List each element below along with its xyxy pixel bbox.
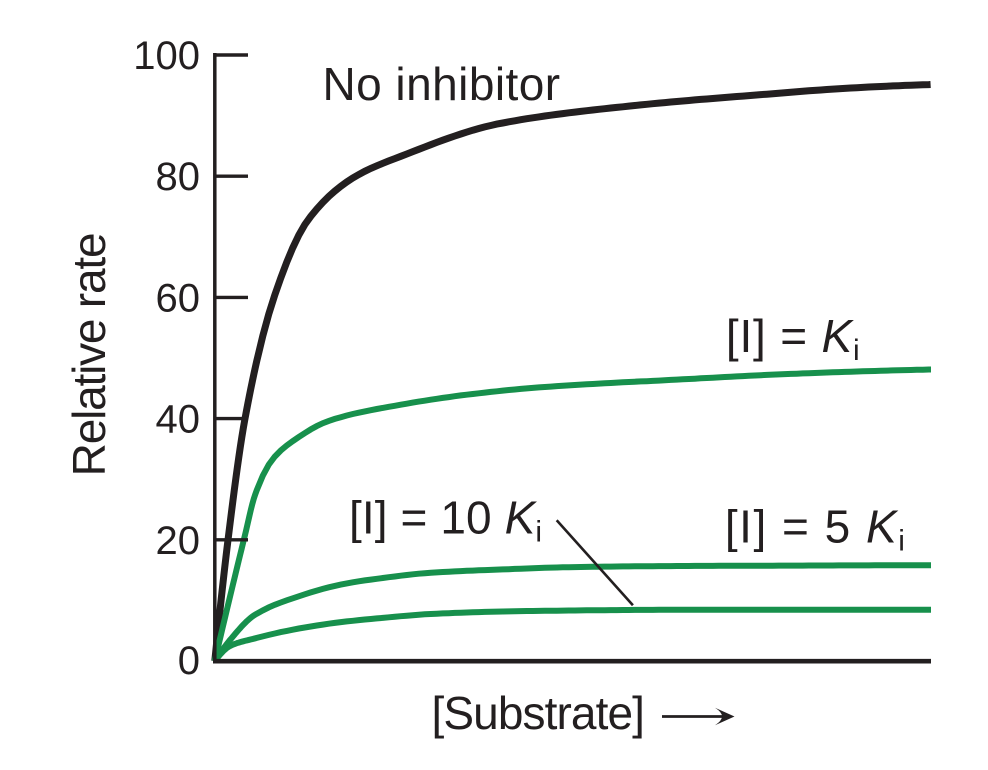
svg-text:100: 100 [133, 34, 200, 78]
svg-text:[I] = Ki: [I] = Ki [726, 310, 861, 367]
svg-text:Relative rate: Relative rate [63, 234, 115, 477]
svg-text:[Substrate]: [Substrate] [432, 687, 645, 739]
svg-text:0: 0 [178, 639, 200, 683]
svg-text:80: 80 [156, 155, 201, 199]
svg-text:[I] = 5 Ki: [I] = 5 Ki [725, 501, 907, 558]
svg-text:[I] = 10 Ki: [I] = 10 Ki [349, 492, 542, 549]
svg-text:No inhibitor: No inhibitor [323, 58, 561, 110]
svg-text:60: 60 [156, 276, 201, 320]
svg-text:40: 40 [156, 398, 201, 442]
svg-text:20: 20 [156, 519, 201, 563]
